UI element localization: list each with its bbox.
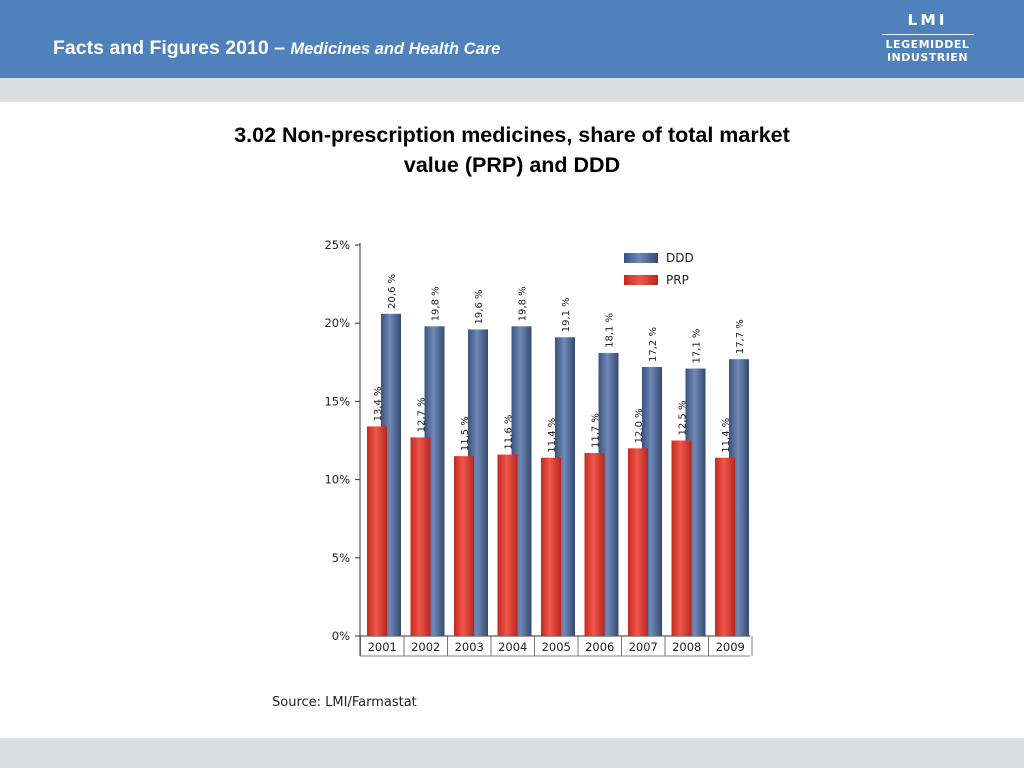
bar-prp-2009 <box>715 457 735 636</box>
legend-label-ddd: DDD <box>666 251 694 265</box>
data-label-ddd-2004: 19,8 % <box>518 286 529 321</box>
y-tick-label: 25% <box>324 238 350 252</box>
bar-prp-2004 <box>497 454 518 636</box>
data-label-prp-2004: 11,6 % <box>504 415 515 450</box>
header-band <box>0 78 1024 102</box>
header-subtitle: Medicines and Health Care <box>290 40 501 58</box>
data-label-ddd-2003: 19,6 % <box>474 290 485 325</box>
bar-prp-2003 <box>454 456 474 636</box>
logo-line-3: INDUSTRIEN <box>886 51 969 64</box>
header-title-main: Facts and Figures 2010 – <box>53 37 285 59</box>
data-label-prp-2001: 13,4 % <box>373 386 384 421</box>
y-tick-label: 15% <box>324 394 350 408</box>
data-label-prp-2003: 11,5 % <box>460 416 471 451</box>
data-label-prp-2005: 11,4 % <box>547 418 558 453</box>
y-tick-label: 0% <box>332 629 350 643</box>
bar-prp-2007 <box>628 448 648 636</box>
x-tick-label: 2005 <box>542 640 571 654</box>
data-label-prp-2007: 12,0 % <box>634 408 645 443</box>
x-tick-label: 2009 <box>716 640 745 654</box>
footer-band <box>0 738 1024 768</box>
x-tick-label: 2008 <box>672 640 701 654</box>
lmi-logo: LMI LEGEMIDDEL INDUSTRIEN <box>880 10 975 66</box>
bar-prp-2008 <box>671 440 692 636</box>
bar-prp-2002 <box>410 437 431 636</box>
bar-prp-2005 <box>541 457 561 636</box>
data-label-prp-2002: 12,7 % <box>417 397 428 432</box>
data-label-ddd-2002: 19,8 % <box>431 286 442 321</box>
x-tick-label: 2007 <box>629 640 658 654</box>
data-label-prp-2006: 11,7 % <box>591 413 602 448</box>
data-label-ddd-2006: 18,1 % <box>605 313 616 348</box>
bar-prp-2006 <box>584 453 605 636</box>
legend-swatch-ddd <box>624 253 658 263</box>
logo-line-1: LMI <box>907 11 948 29</box>
data-label-ddd-2009: 17,7 % <box>735 319 746 354</box>
header-bar: Facts and Figures 2010 – Medicines and H… <box>0 0 1024 78</box>
y-tick-label: 20% <box>324 316 350 330</box>
header-title: Facts and Figures 2010 – Medicines and H… <box>53 37 500 60</box>
data-label-ddd-2005: 19,1 % <box>561 297 572 332</box>
chart-title: 3.02 Non-prescription medicines, share o… <box>234 123 790 177</box>
data-label-prp-2009: 11,4 % <box>721 418 732 453</box>
y-tick-label: 5% <box>332 551 350 565</box>
x-tick-label: 2002 <box>411 640 440 654</box>
x-tick-label: 2004 <box>498 640 527 654</box>
y-tick-label: 10% <box>324 473 350 487</box>
data-label-ddd-2008: 17,1 % <box>692 329 703 364</box>
data-label-ddd-2001: 20,6 % <box>387 274 398 309</box>
source-note: Source: LMI/Farmastat <box>272 695 417 710</box>
bar-prp-2001 <box>367 426 387 636</box>
legend-swatch-prp <box>624 275 658 285</box>
data-label-ddd-2007: 17,2 % <box>648 327 659 362</box>
x-tick-label: 2006 <box>585 640 614 654</box>
legend-label-prp: PRP <box>666 273 689 287</box>
logo-rule <box>881 34 974 35</box>
logo-line-2: LEGEMIDDEL <box>885 38 970 51</box>
x-tick-label: 2001 <box>368 640 397 654</box>
x-tick-label: 2003 <box>455 640 484 654</box>
data-label-prp-2008: 12,5 % <box>678 401 689 436</box>
